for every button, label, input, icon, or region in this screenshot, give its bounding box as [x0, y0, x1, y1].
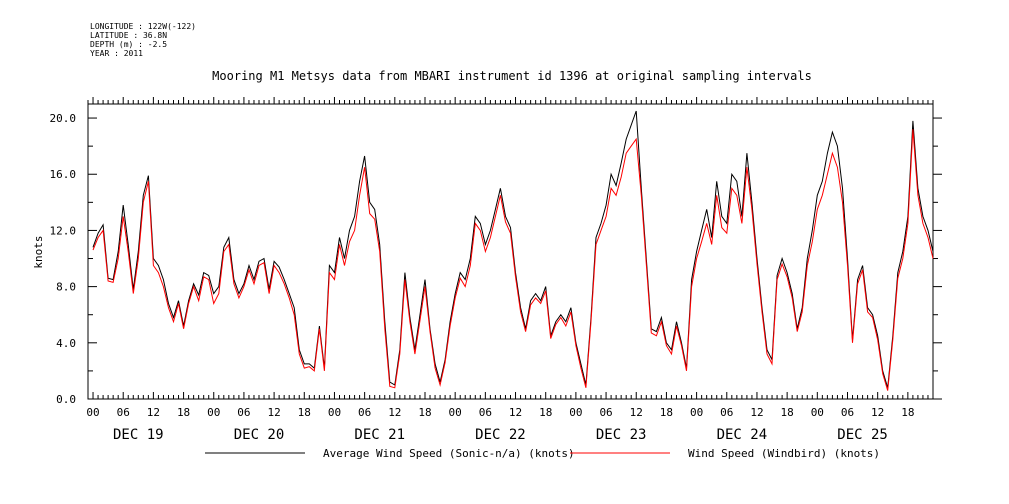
x-tick-label: 06 — [599, 406, 612, 419]
x-tick-label: 06 — [841, 406, 854, 419]
x-tick-label: 18 — [177, 406, 190, 419]
longitude-label: LONGITUDE : 122W(-122) — [90, 22, 196, 31]
latitude-label: LATITUDE : 36.8N — [90, 31, 168, 40]
x-tick-label: 12 — [147, 406, 160, 419]
year-label: YEAR : 2011 — [90, 49, 143, 58]
x-tick-label: 00 — [86, 406, 99, 419]
axis-ticks: 00 06 12 18 DEC 19 00 06 12 18 DEC 20 00 06 12 18 DEC … — [50, 97, 942, 443]
x-day-label: DEC 21 — [354, 427, 405, 443]
x-tick-label: 00 — [811, 406, 824, 419]
legend-label-windbird: Wind Speed (Windbird) (knots) — [688, 447, 880, 460]
y-tick-label: 8.0 — [56, 281, 76, 294]
x-tick-label: 06 — [479, 406, 492, 419]
y-tick-label: 0.0 — [56, 393, 76, 406]
x-tick-label: 00 — [449, 406, 462, 419]
x-tick-label: 12 — [509, 406, 522, 419]
legend: Average Wind Speed (Sonic-n/a) (knots) W… — [205, 447, 880, 460]
y-tick-label: 16.0 — [50, 168, 77, 181]
x-tick-label: 12 — [630, 406, 643, 419]
x-tick-label: 00 — [690, 406, 703, 419]
x-day-label: DEC 19 — [113, 427, 164, 443]
x-tick-label: 12 — [750, 406, 763, 419]
x-tick-label: 18 — [781, 406, 794, 419]
series-line-windbird-wind-speed — [92, 129, 934, 391]
x-tick-label: 12 — [267, 406, 280, 419]
x-tick-label: 12 — [388, 406, 401, 419]
y-tick-label: 4.0 — [56, 337, 76, 350]
series-layer — [92, 110, 934, 391]
y-axis-label: knots — [32, 235, 45, 268]
y-tick-label: 20.0 — [50, 112, 77, 125]
x-day-label: DEC 23 — [596, 427, 647, 443]
x-tick-label: 00 — [328, 406, 341, 419]
x-tick-label: 06 — [358, 406, 371, 419]
x-tick-label: 18 — [418, 406, 431, 419]
x-tick-label: 00 — [207, 406, 220, 419]
x-tick-label: 18 — [539, 406, 552, 419]
x-day-label: DEC 20 — [234, 427, 285, 443]
legend-label-average: Average Wind Speed (Sonic-n/a) (knots) — [323, 447, 575, 460]
x-tick-label: 18 — [298, 406, 311, 419]
x-tick-label: 06 — [237, 406, 250, 419]
x-tick-label: 18 — [901, 406, 914, 419]
x-day-label: DEC 22 — [475, 427, 526, 443]
plot-frame — [87, 103, 934, 400]
x-tick-label: 00 — [569, 406, 582, 419]
chart-title: Mooring M1 Metsys data from MBARI instru… — [212, 69, 812, 83]
x-day-label: DEC 24 — [717, 427, 768, 443]
x-tick-label: 12 — [871, 406, 884, 419]
x-tick-label: 06 — [720, 406, 733, 419]
x-tick-label: 18 — [660, 406, 673, 419]
depth-label: DEPTH (m) : -2.5 — [90, 40, 168, 49]
metadata-block: LONGITUDE : 122W(-122) LATITUDE : 36.8N … — [90, 22, 196, 58]
series-line-average-wind-speed — [92, 110, 934, 388]
y-tick-label: 12.0 — [50, 224, 77, 237]
x-tick-label: 06 — [117, 406, 130, 419]
x-day-label: DEC 25 — [837, 427, 888, 443]
